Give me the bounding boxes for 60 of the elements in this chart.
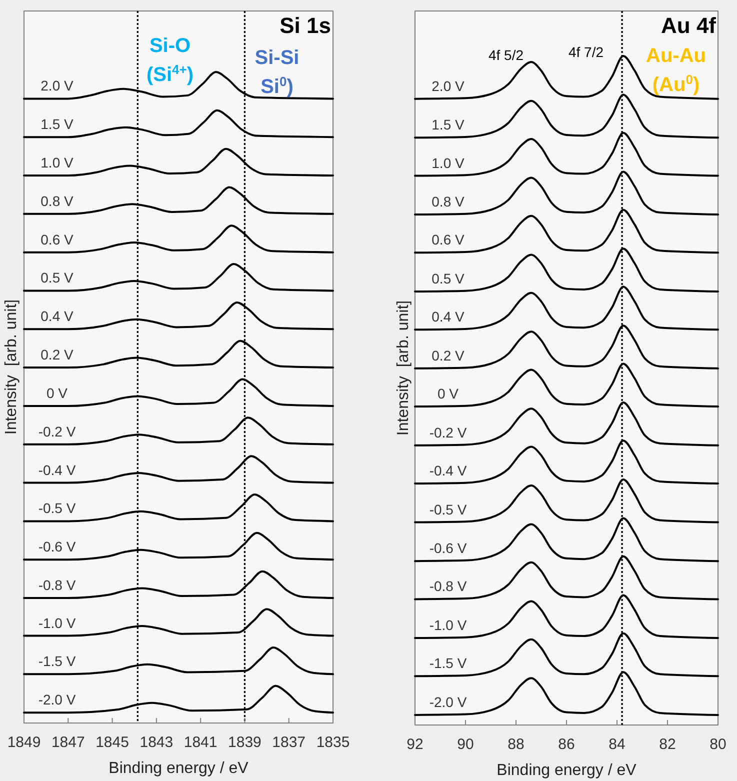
x-tick-label: 1839 [228,734,262,751]
annotation: 4f 5/2 [488,47,524,63]
y-axis-title: Intensity [arb. unit] [395,300,412,436]
x-tick-label: 92 [406,736,424,753]
x-tick-label: 1835 [316,734,350,751]
x-tick-label: 80 [710,736,726,753]
series-label: 0.4 V [432,308,465,325]
x-tick-label: 88 [508,736,524,753]
x-tick-label: 1847 [51,734,85,751]
series-label: -1.0 V [429,617,468,634]
series-label: 0.8 V [432,194,465,210]
text: Au 4f [661,13,717,38]
series-label: 0 V [46,384,68,401]
series-label: -0.5 V [38,500,76,516]
x-tick-label: 1845 [96,734,129,751]
series-label: -0.8 V [38,577,76,594]
series-label: 1.5 V [432,116,465,133]
x-axis-title: Binding energy / eV [496,762,637,779]
series-label: -0.8 V [429,578,468,594]
x-tick-label: 1849 [7,734,41,751]
series-label: -0.2 V [429,424,468,440]
series-label: 1.5 V [40,116,74,132]
series-label: 0.4 V [40,308,74,324]
series-label: 2.0 V [40,78,74,94]
series-label: -1.5 V [38,653,76,670]
x-tick-label: 90 [457,736,474,753]
annotation: Si-O (Si$^{4+}$) [146,35,194,86]
series-label: -0.6 V [38,538,76,555]
series-label: 0.8 V [40,192,74,209]
series-label: 0.2 V [432,347,465,364]
series-label: 1.0 V [432,154,465,171]
series-label: -0.4 V [429,462,468,478]
series-label: -0.2 V [38,423,76,440]
annotation: Si-Si Si$^{0}$) [254,47,300,98]
series-label: -2.0 V [429,694,468,710]
x-tick-label: 86 [558,736,575,753]
annotation: 4f 7/2 [568,44,604,60]
text: Si 1s [280,13,331,38]
series-label: -2.0 V [38,692,76,708]
series-label: 0.5 V [40,270,74,286]
x-axis-title: Binding energy / eV [108,760,249,777]
series-label: -0.5 V [429,501,468,518]
x-tick-label: 1837 [272,734,306,751]
series-label: -1.0 V [38,614,76,631]
series-label: 0.6 V [432,232,465,248]
series-label: 0.2 V [40,346,74,363]
series-label: -0.6 V [429,540,468,556]
x-tick-label: 84 [608,736,626,753]
series-label: 0 V [437,386,460,402]
series-label: 1.0 V [40,154,74,171]
series-label: 0.6 V [40,231,74,248]
series-label: 0.5 V [432,270,465,286]
series-label: -1.5 V [429,655,468,672]
series-label: 2.0 V [432,78,465,94]
x-tick-label: 1841 [184,734,218,751]
y-axis-title: Intensity [arb. unit] [3,299,20,435]
x-tick-label: 82 [659,736,676,753]
series-label: -0.4 V [38,462,76,478]
x-tick-label: 1843 [140,734,174,751]
annotation: Au-Au (Au$^{0}$) [646,45,706,96]
